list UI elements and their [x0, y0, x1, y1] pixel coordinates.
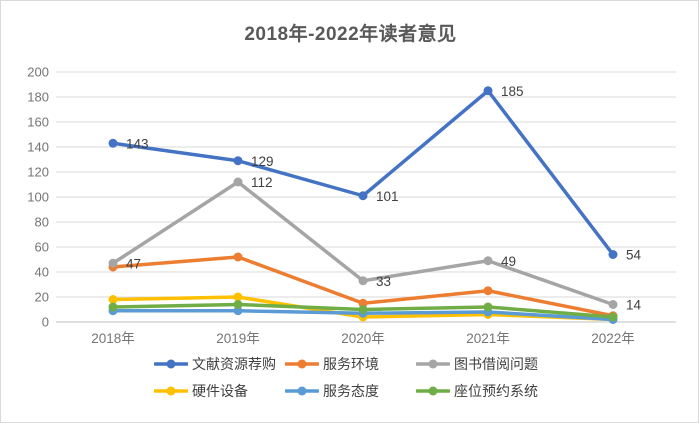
legend-item: 图书借阅问题 [416, 354, 547, 374]
legend-line-marker-icon [154, 386, 188, 396]
series-point [233, 156, 243, 166]
line-chart-plot-area: 0 20 40 60 80 100 120 140 160 180 200 2018年 2019年 202… [27, 65, 676, 346]
series-point [233, 292, 243, 302]
series-point [358, 298, 368, 308]
chart-title: 2018年-2022年读者意见 [244, 24, 457, 45]
x-axis-tick-label: 2022年 [591, 331, 635, 346]
series-point [608, 300, 618, 309]
legend-item: 硬件设备 [154, 381, 285, 401]
series-point [108, 138, 118, 148]
series-point [233, 306, 243, 316]
legend-item: 文献资源荐购 [154, 354, 285, 374]
legend-line-marker-icon [154, 359, 188, 369]
y-axis-tick-label: 180 [27, 90, 49, 105]
y-axis-tick-label: 120 [27, 165, 49, 180]
legend-line-marker-icon [285, 359, 319, 369]
legend-label: 服务环境 [323, 356, 379, 372]
y-axis-tick-label: 20 [35, 290, 49, 305]
legend-line-marker-icon [416, 386, 450, 396]
series-data-label: 49 [501, 254, 516, 269]
series-point [608, 250, 618, 259]
series-point [358, 276, 368, 286]
legend-line-marker-icon [416, 359, 450, 369]
legend-item: 服务环境 [285, 354, 416, 374]
legend-label: 图书借阅问题 [454, 356, 538, 372]
series-point [608, 312, 618, 322]
chart-legend: 文献资源荐购 服务环境 图书借阅问题硬件设备 服务态度 座位预约系统 [1, 354, 698, 401]
y-axis-tick-label: 60 [35, 240, 49, 255]
series-point [108, 302, 118, 312]
legend-line-marker-icon [285, 386, 319, 396]
series-data-label: 129 [251, 154, 274, 169]
x-axis-tick-label: 2018年 [91, 331, 135, 346]
series-data-label: 143 [126, 136, 149, 151]
y-axis-tick-label: 80 [35, 215, 49, 230]
series-data-label: 54 [626, 248, 642, 263]
legend-label: 文献资源荐购 [192, 356, 276, 372]
series-data-label: 101 [376, 189, 399, 204]
series-point [483, 86, 493, 96]
series-point [358, 191, 368, 201]
y-axis-tick-label: 100 [27, 190, 49, 205]
x-axis-tick-label: 2020年 [341, 331, 385, 346]
legend-label: 服务态度 [323, 383, 379, 399]
legend-row: 文献资源荐购 服务环境 图书借阅问题 [154, 354, 547, 374]
series-point [108, 295, 118, 304]
series-point [483, 256, 493, 266]
series-data-label: 47 [126, 256, 141, 271]
legend-item: 服务态度 [285, 381, 416, 401]
y-axis-tick-label: 200 [27, 65, 49, 80]
series-point [233, 177, 243, 187]
series-point [233, 300, 243, 309]
series-point [233, 252, 243, 262]
legend-label: 座位预约系统 [454, 383, 538, 399]
x-axis-tick-label: 2021年 [466, 331, 510, 346]
series-data-label: 14 [626, 298, 642, 313]
legend-row: 硬件设备 服务态度 座位预约系统 [154, 381, 547, 401]
series-data-label: 185 [501, 84, 524, 99]
legend-label: 硬件设备 [192, 383, 248, 399]
series-point [358, 305, 368, 314]
series-point [108, 258, 118, 268]
series-data-label: 112 [251, 175, 273, 190]
y-axis-tick-label: 0 [42, 315, 49, 330]
y-axis-tick-label: 160 [27, 115, 49, 130]
series-line [111, 89, 615, 257]
series-point [483, 302, 493, 312]
series-line [111, 180, 615, 307]
x-axis-tick-label: 2019年 [216, 331, 260, 346]
y-axis-tick-label: 40 [35, 265, 49, 280]
y-axis-tick-label: 140 [27, 140, 49, 155]
legend-item: 座位预约系统 [416, 381, 547, 401]
series-data-label: 33 [376, 274, 391, 289]
series-point [483, 286, 493, 296]
